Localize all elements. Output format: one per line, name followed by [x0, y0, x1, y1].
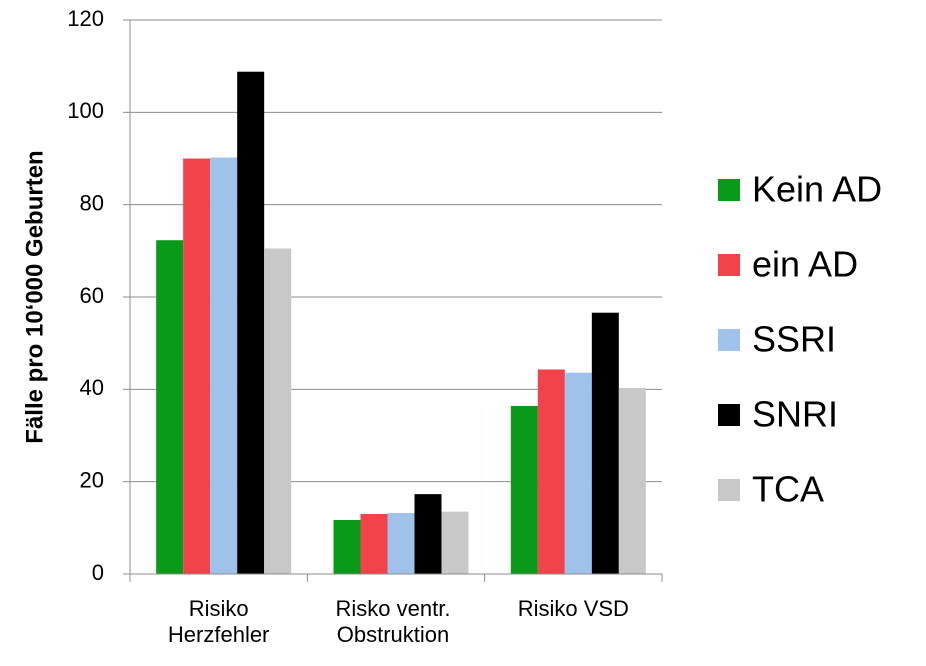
y-tick-label: 20: [80, 467, 104, 492]
legend-swatch: [718, 479, 740, 501]
legend-swatch: [718, 329, 740, 351]
bar: [537, 369, 565, 574]
bar: [414, 494, 442, 574]
y-axis-label: Fälle pro 10‘000 Geburten: [21, 150, 48, 443]
y-tick-label: 80: [80, 190, 104, 215]
y-tick-label: 100: [67, 98, 104, 123]
bar: [210, 157, 238, 574]
bar: [264, 248, 292, 574]
bar: [333, 519, 361, 574]
legend-swatch: [718, 404, 740, 426]
bar: [618, 387, 646, 574]
x-tick-label: Risiko Herzfehler: [167, 596, 270, 647]
bar: [564, 372, 592, 574]
x-tick-label: Risko ventr. Obstruktion: [335, 596, 451, 647]
bar: [156, 240, 184, 574]
bar: [237, 71, 265, 574]
x-tick-label: Risiko VSD: [517, 596, 629, 621]
y-tick-label: 120: [67, 6, 104, 31]
bar: [183, 158, 211, 574]
bar: [510, 405, 538, 574]
legend-label: ein AD: [752, 244, 858, 285]
bar: [591, 312, 619, 574]
legend-label: SNRI: [752, 394, 838, 435]
legend-swatch: [718, 179, 740, 201]
y-tick-label: 0: [92, 560, 104, 585]
legend-swatch: [718, 254, 740, 276]
legend-label: SSRI: [752, 319, 836, 360]
bar: [360, 513, 388, 574]
bar: [441, 511, 469, 574]
legend-label: Kein AD: [752, 169, 882, 210]
bar: [387, 513, 415, 574]
legend-label: TCA: [752, 469, 824, 510]
y-tick-label: 40: [80, 375, 104, 400]
y-tick-label: 60: [80, 283, 104, 308]
